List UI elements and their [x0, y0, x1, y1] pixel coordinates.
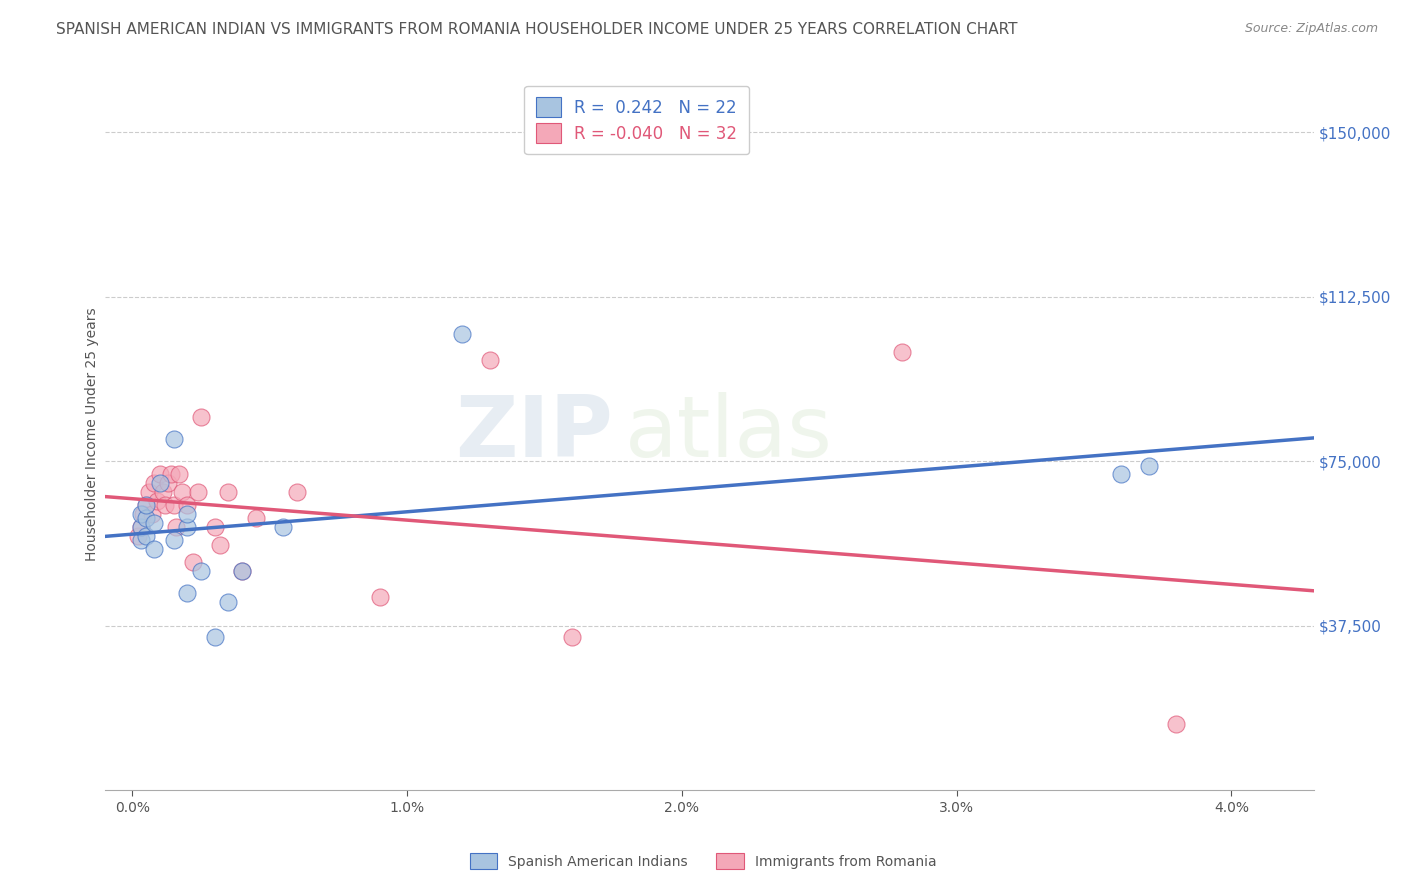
Point [157, 476, 180, 491]
Point [143, 541, 166, 556]
Y-axis label: Householder Income Under 25 years: Householder Income Under 25 years [86, 307, 100, 560]
Point [152, 484, 174, 499]
Point [129, 520, 152, 534]
Point [187, 484, 209, 499]
Text: Source: ZipAtlas.com: Source: ZipAtlas.com [1244, 22, 1378, 36]
Point [162, 498, 184, 512]
Point [273, 520, 295, 534]
Legend: Spanish American Indians, Immigrants from Romania: Spanish American Indians, Immigrants fro… [458, 842, 948, 880]
Point [167, 467, 190, 482]
Point [155, 498, 177, 512]
Point [149, 467, 172, 482]
Point [1137, 458, 1160, 473]
Point [129, 520, 152, 534]
Point [135, 498, 157, 512]
Point [143, 516, 166, 530]
Point [135, 529, 157, 543]
Point [190, 410, 212, 425]
Text: SPANISH AMERICAN INDIAN VS IMMIGRANTS FROM ROMANIA HOUSEHOLDER INCOME UNDER 25 Y: SPANISH AMERICAN INDIAN VS IMMIGRANTS FR… [56, 22, 1018, 37]
Point [170, 484, 193, 499]
Text: atlas: atlas [624, 392, 832, 475]
Point [1111, 467, 1133, 482]
Point [141, 507, 163, 521]
Point [162, 533, 184, 548]
Point [190, 564, 212, 578]
Point [176, 520, 198, 534]
Point [129, 507, 152, 521]
Point [162, 432, 184, 446]
Point [231, 564, 253, 578]
Point [451, 326, 474, 341]
Point [204, 630, 226, 644]
Point [135, 498, 157, 512]
Point [165, 520, 187, 534]
Point [1166, 717, 1188, 731]
Point [159, 467, 181, 482]
Point [245, 511, 267, 525]
Point [218, 484, 240, 499]
Point [127, 529, 149, 543]
Point [181, 555, 204, 569]
Point [231, 564, 253, 578]
Point [135, 511, 157, 525]
Point [561, 630, 583, 644]
Point [285, 484, 308, 499]
Point [218, 594, 240, 608]
Point [209, 537, 232, 551]
Point [129, 533, 152, 548]
Point [143, 476, 166, 491]
Point [176, 586, 198, 600]
Point [368, 590, 391, 604]
Point [204, 520, 226, 534]
Point [138, 484, 160, 499]
Point [149, 476, 172, 491]
Point [132, 507, 155, 521]
Point [146, 493, 169, 508]
Point [478, 353, 501, 368]
Point [176, 507, 198, 521]
Point [176, 498, 198, 512]
Point [890, 344, 912, 359]
Text: ZIP: ZIP [456, 392, 613, 475]
Legend: R =  0.242   N = 22, R = -0.040   N = 32: R = 0.242 N = 22, R = -0.040 N = 32 [524, 86, 749, 154]
